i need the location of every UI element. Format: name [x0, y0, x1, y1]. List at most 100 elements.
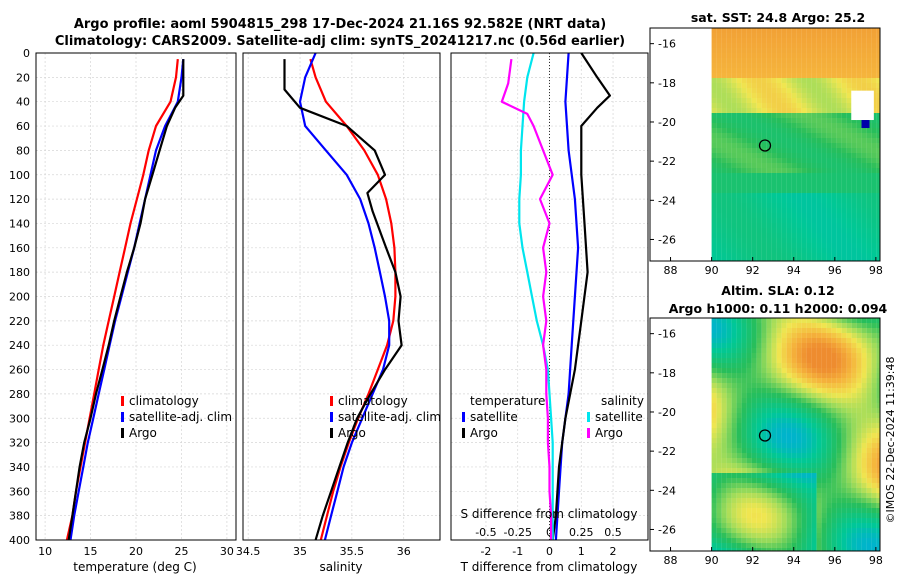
map-cell	[771, 193, 777, 198]
map-cell	[756, 153, 762, 158]
map-cell	[801, 73, 807, 78]
map-frame	[649, 317, 881, 552]
map-cell	[781, 163, 787, 168]
map-cell	[861, 253, 867, 258]
map-cell	[771, 448, 777, 453]
map-cell	[796, 513, 802, 518]
map-cell	[776, 173, 782, 178]
map-cell	[831, 58, 837, 63]
map-cell	[761, 233, 767, 238]
map-cell	[831, 233, 837, 238]
map-cell	[806, 408, 812, 413]
map-cell	[816, 238, 822, 243]
map-cell	[821, 53, 827, 58]
map-cell	[851, 78, 857, 83]
map-cell	[806, 123, 812, 128]
map-cell	[871, 548, 877, 551]
map-cell	[801, 318, 807, 323]
map-cell	[796, 338, 802, 343]
map-cell	[751, 218, 757, 223]
map-cell	[786, 443, 792, 448]
map-cell	[841, 333, 847, 338]
map-cell	[841, 483, 847, 488]
map-cell	[831, 338, 837, 343]
map-cell	[836, 83, 842, 88]
map-cell	[761, 538, 767, 543]
map-cell	[746, 353, 752, 358]
map-cell	[716, 103, 722, 108]
map-cell	[741, 533, 747, 538]
map-cell	[766, 448, 772, 453]
map-cell	[821, 338, 827, 343]
map-cell	[751, 238, 757, 243]
map-cell	[731, 133, 737, 138]
map-cell	[746, 98, 752, 103]
map-cell	[851, 173, 857, 178]
map-cell	[831, 418, 837, 423]
map-cell	[856, 233, 862, 238]
map-cell	[786, 128, 792, 133]
map-cell	[826, 498, 832, 503]
map-cell	[831, 503, 837, 508]
map-cell	[761, 208, 767, 213]
map-cell	[831, 343, 837, 348]
map-cell	[816, 203, 822, 208]
map-cell	[871, 43, 877, 48]
map-cell	[711, 428, 717, 433]
map-cell	[746, 163, 752, 168]
map-cell	[811, 403, 817, 408]
map-cell	[736, 63, 742, 68]
map-cell	[736, 178, 742, 183]
map-cell	[716, 143, 722, 148]
map-cell	[746, 123, 752, 128]
map-cell	[866, 178, 872, 183]
map-cell	[721, 108, 727, 113]
map-cell	[821, 548, 827, 551]
map-cell	[851, 383, 857, 388]
map-cell	[851, 128, 857, 133]
map-cell	[731, 548, 737, 551]
map-cell	[821, 228, 827, 233]
map-cell	[791, 338, 797, 343]
map-cell	[766, 488, 772, 493]
map-cell	[831, 68, 837, 73]
map-cell	[846, 193, 852, 198]
map-cell	[871, 343, 877, 348]
map-cell	[776, 333, 782, 338]
map-cell	[806, 523, 812, 528]
map-cell	[746, 203, 752, 208]
map-cell	[736, 533, 742, 538]
map-cell	[816, 543, 822, 548]
map-cell	[831, 138, 837, 143]
map-cell	[741, 368, 747, 373]
map-cell	[791, 518, 797, 523]
map-cell	[851, 323, 857, 328]
map-cell	[716, 338, 722, 343]
map-cell	[841, 473, 847, 478]
map-cell	[786, 503, 792, 508]
map-cell	[746, 363, 752, 368]
map-x-tick-label: 88	[664, 554, 678, 567]
map-cell	[846, 173, 852, 178]
map-cell	[876, 468, 880, 473]
map-cell	[831, 438, 837, 443]
map-cell	[726, 118, 732, 123]
map-cell	[721, 218, 727, 223]
x2-tick-label: 0	[546, 526, 553, 539]
map-cell	[856, 433, 862, 438]
map-cell	[841, 148, 847, 153]
map-cell	[856, 528, 862, 533]
map-cell	[876, 93, 880, 98]
map-cell	[861, 353, 867, 358]
map-cell	[806, 78, 812, 83]
map-cell	[716, 398, 722, 403]
map-cell	[796, 493, 802, 498]
map-cell	[731, 63, 737, 68]
map-cell	[831, 163, 837, 168]
map-cell	[791, 463, 797, 468]
map-cell	[831, 443, 837, 448]
map-cell	[736, 123, 742, 128]
map-cell	[736, 153, 742, 158]
map-cell	[746, 128, 752, 133]
map-cell	[776, 518, 782, 523]
